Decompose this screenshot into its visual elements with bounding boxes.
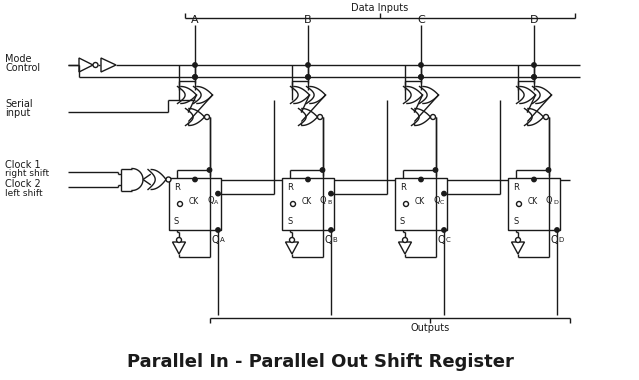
Text: Q: Q <box>546 196 553 206</box>
Text: Q: Q <box>324 235 332 245</box>
Text: Control: Control <box>5 63 40 73</box>
Circle shape <box>291 201 295 206</box>
Polygon shape <box>399 242 412 254</box>
Text: C: C <box>440 201 444 206</box>
Text: Q: Q <box>437 235 445 245</box>
Circle shape <box>306 75 310 79</box>
Circle shape <box>546 168 551 172</box>
Circle shape <box>403 238 408 242</box>
Circle shape <box>289 238 295 242</box>
Polygon shape <box>407 199 413 209</box>
Polygon shape <box>511 242 525 254</box>
Text: Q: Q <box>320 196 327 206</box>
Text: input: input <box>5 108 31 118</box>
Text: R: R <box>400 182 406 192</box>
Text: D: D <box>553 201 558 206</box>
Polygon shape <box>173 242 185 254</box>
Polygon shape <box>101 58 116 72</box>
Circle shape <box>442 192 446 196</box>
Circle shape <box>329 192 333 196</box>
Circle shape <box>178 201 183 206</box>
Text: Data Inputs: Data Inputs <box>351 3 408 13</box>
Circle shape <box>93 62 98 68</box>
Text: Parallel In - Parallel Out Shift Register: Parallel In - Parallel Out Shift Registe… <box>127 353 514 371</box>
Circle shape <box>516 238 521 242</box>
Text: S: S <box>287 217 292 225</box>
Polygon shape <box>79 58 93 72</box>
Text: R: R <box>513 182 519 192</box>
Text: B: B <box>304 15 312 25</box>
Text: A: A <box>214 201 219 206</box>
Circle shape <box>207 168 212 172</box>
Circle shape <box>329 228 333 232</box>
Circle shape <box>193 177 197 182</box>
Text: S: S <box>174 217 180 225</box>
Text: CK: CK <box>528 196 538 206</box>
Text: CK: CK <box>189 196 199 206</box>
Circle shape <box>306 63 310 67</box>
Circle shape <box>216 192 220 196</box>
Text: A: A <box>191 15 199 25</box>
Text: A: A <box>220 237 224 243</box>
Text: Clock 2: Clock 2 <box>5 179 41 189</box>
Text: Outputs: Outputs <box>410 323 450 333</box>
Text: B: B <box>327 201 331 206</box>
Text: CK: CK <box>302 196 312 206</box>
Circle shape <box>419 63 423 67</box>
Circle shape <box>176 238 181 242</box>
Circle shape <box>442 228 446 232</box>
Circle shape <box>193 63 197 67</box>
Polygon shape <box>181 199 187 209</box>
Circle shape <box>431 114 436 119</box>
Circle shape <box>204 114 210 119</box>
Text: Q: Q <box>550 235 558 245</box>
Circle shape <box>306 75 310 79</box>
Circle shape <box>532 177 536 182</box>
Bar <box>282 178 334 230</box>
Polygon shape <box>286 242 298 254</box>
Polygon shape <box>520 199 526 209</box>
Circle shape <box>419 177 423 182</box>
Bar <box>395 178 447 230</box>
Text: Serial: Serial <box>5 99 33 109</box>
Text: Mode: Mode <box>5 54 31 64</box>
Text: Q: Q <box>207 196 213 206</box>
Circle shape <box>403 201 408 206</box>
Text: CK: CK <box>415 196 425 206</box>
Bar <box>508 178 560 230</box>
Circle shape <box>544 114 548 119</box>
Text: D: D <box>558 237 564 243</box>
Circle shape <box>318 114 323 119</box>
Circle shape <box>532 63 536 67</box>
Text: B: B <box>333 237 337 243</box>
Text: S: S <box>513 217 518 225</box>
Text: R: R <box>174 182 180 192</box>
Text: S: S <box>400 217 405 225</box>
Circle shape <box>419 75 423 79</box>
Circle shape <box>320 168 325 172</box>
Circle shape <box>532 75 536 79</box>
Circle shape <box>193 75 197 79</box>
Circle shape <box>216 228 220 232</box>
Circle shape <box>193 75 197 79</box>
Circle shape <box>532 75 536 79</box>
Circle shape <box>419 75 423 79</box>
Text: C: C <box>417 15 425 25</box>
Text: right shift: right shift <box>5 169 49 179</box>
Polygon shape <box>294 199 300 209</box>
Circle shape <box>306 177 310 182</box>
Text: left shift: left shift <box>5 188 43 198</box>
Bar <box>169 178 221 230</box>
Text: R: R <box>287 182 293 192</box>
Text: D: D <box>530 15 538 25</box>
Circle shape <box>555 228 559 232</box>
Circle shape <box>433 168 438 172</box>
Text: Clock 1: Clock 1 <box>5 160 41 170</box>
Text: C: C <box>445 237 450 243</box>
Circle shape <box>166 177 171 182</box>
Circle shape <box>516 201 521 206</box>
Text: Q: Q <box>433 196 440 206</box>
Text: Q: Q <box>211 235 219 245</box>
